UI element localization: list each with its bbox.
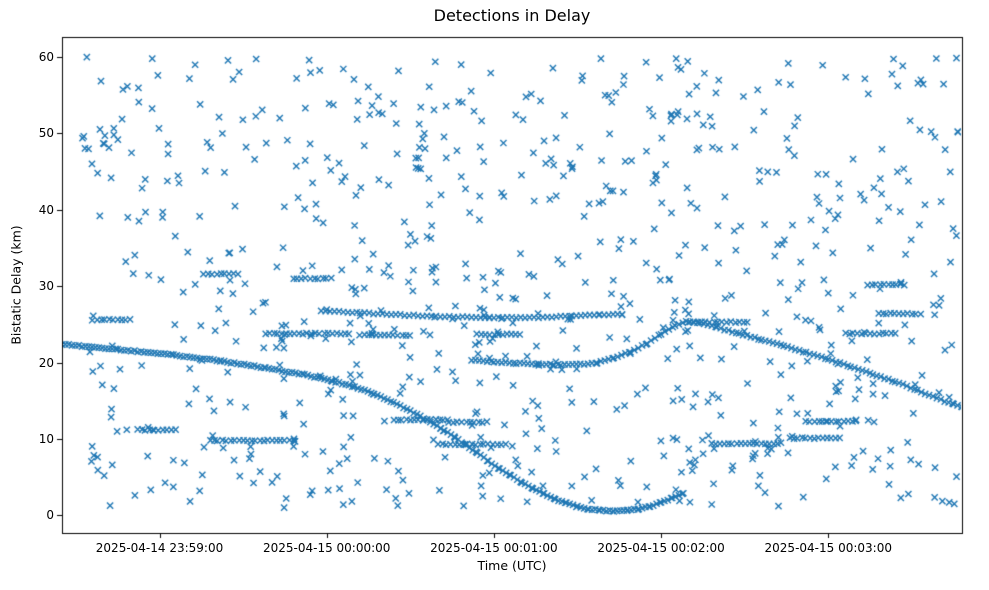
y-tick-label: 30 bbox=[38, 279, 54, 294]
y-tick-label: 20 bbox=[38, 355, 54, 370]
y-tick-label: 10 bbox=[38, 431, 54, 446]
y-tick-label: 40 bbox=[38, 202, 54, 217]
y-tick-label: 0 bbox=[46, 508, 54, 523]
x-axis-label: Time (UTC) bbox=[477, 558, 547, 573]
y-axis-label: Bistatic Delay (km) bbox=[8, 225, 24, 345]
y-tick-label: 50 bbox=[38, 126, 54, 141]
y-tick-label: 60 bbox=[38, 49, 54, 64]
x-tick-label: 2025-04-15 00:00:00 bbox=[262, 541, 391, 555]
x-tick-label: 2025-04-15 00:03:00 bbox=[764, 541, 892, 555]
x-tick-label: 2025-04-15 00:02:00 bbox=[597, 541, 725, 555]
x-tick-label: 2025-04-14 23:59:00 bbox=[95, 541, 224, 555]
x-tick-label: 2025-04-15 00:01:00 bbox=[430, 541, 558, 555]
chart-title: Detections in Delay bbox=[433, 6, 591, 25]
